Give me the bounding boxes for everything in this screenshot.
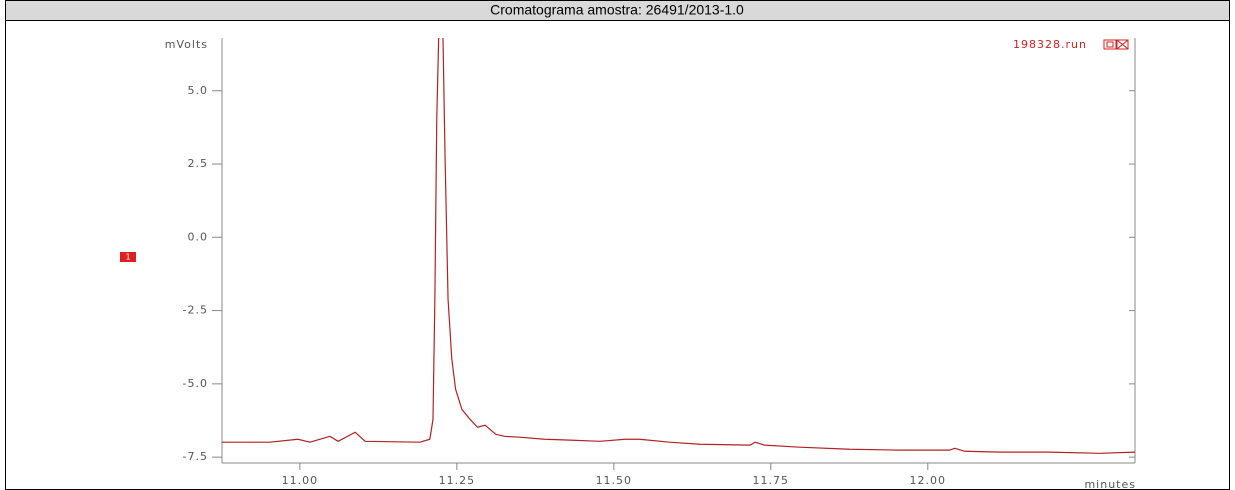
x-tick-label: 11.25 — [439, 474, 476, 487]
y-tick-label: 2.5 — [188, 157, 209, 170]
frame — [5, 0, 1230, 490]
x-tick-label: 11.00 — [282, 474, 319, 487]
marker-box — [120, 252, 136, 262]
y-tick-label: -5.0 — [183, 377, 208, 390]
x-tick-label: 11.50 — [596, 474, 633, 487]
marker-label: 1 — [125, 253, 130, 262]
y-tick-label: 5.0 — [188, 84, 209, 97]
close-button[interactable] — [1116, 39, 1129, 50]
window-buttons — [1103, 39, 1129, 50]
y-tick-label: -7.5 — [183, 450, 208, 463]
x-axis-label: minutes — [1084, 478, 1136, 490]
close-icon — [1116, 39, 1129, 50]
y-tick-label: -2.5 — [183, 304, 208, 317]
trace-line — [222, 38, 1135, 454]
x-tick-label: 11.75 — [753, 474, 790, 487]
title-bar — [5, 0, 1230, 21]
y-axis-label: mVolts — [165, 38, 208, 51]
plot-area — [222, 38, 1135, 454]
restore-button[interactable] — [1103, 39, 1117, 50]
y-tick-label: 0.0 — [188, 230, 209, 243]
x-tick-label: 12.00 — [910, 474, 947, 487]
chart-title: Cromatograma amostra: 26491/2013-1.0 — [490, 2, 744, 18]
run-label: 198328.run — [1013, 38, 1087, 51]
restore-icon — [1106, 41, 1114, 48]
